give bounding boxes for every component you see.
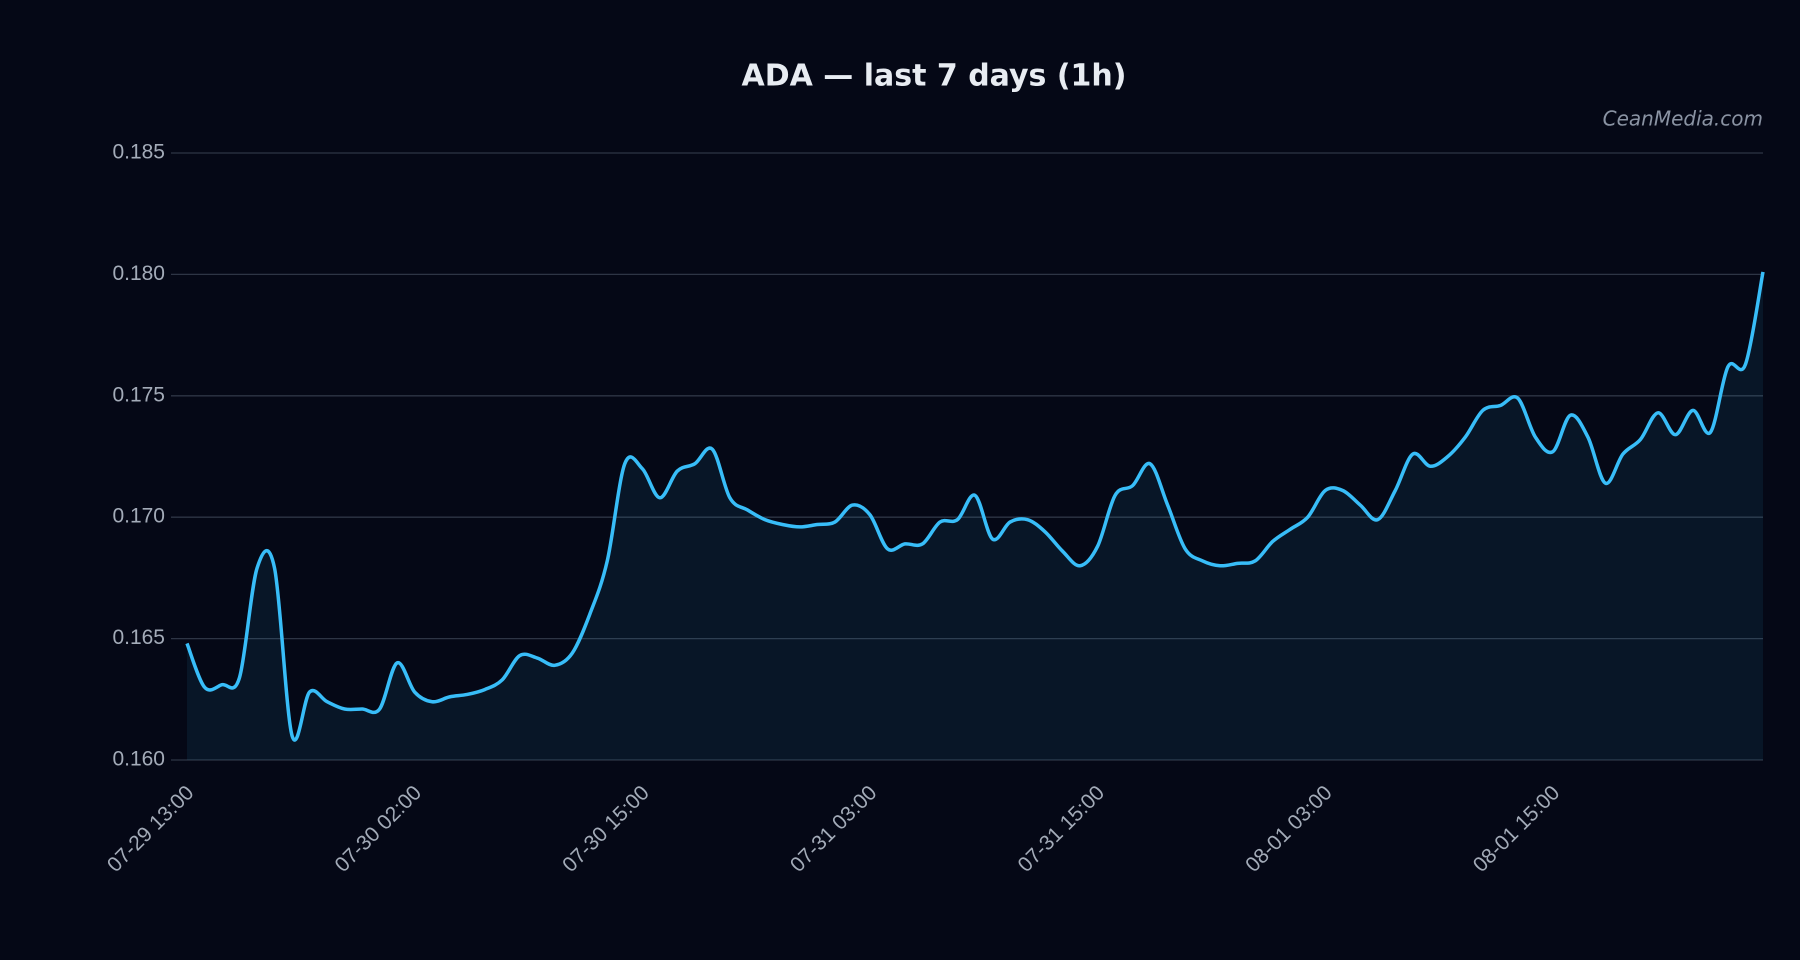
y-tick-label: 0.185 — [112, 141, 165, 164]
y-tick-label: 0.170 — [112, 505, 165, 528]
watermark: CeanMedia.com — [1603, 107, 1763, 131]
y-tick-label: 0.160 — [112, 748, 165, 771]
line — [185, 271, 1765, 742]
chart-title: ADA — last 7 days (1h) — [741, 59, 1126, 94]
y-tick-label: 0.180 — [112, 262, 165, 285]
y-tick-label: 0.175 — [112, 383, 165, 406]
y-tick-label: 0.165 — [112, 626, 165, 649]
